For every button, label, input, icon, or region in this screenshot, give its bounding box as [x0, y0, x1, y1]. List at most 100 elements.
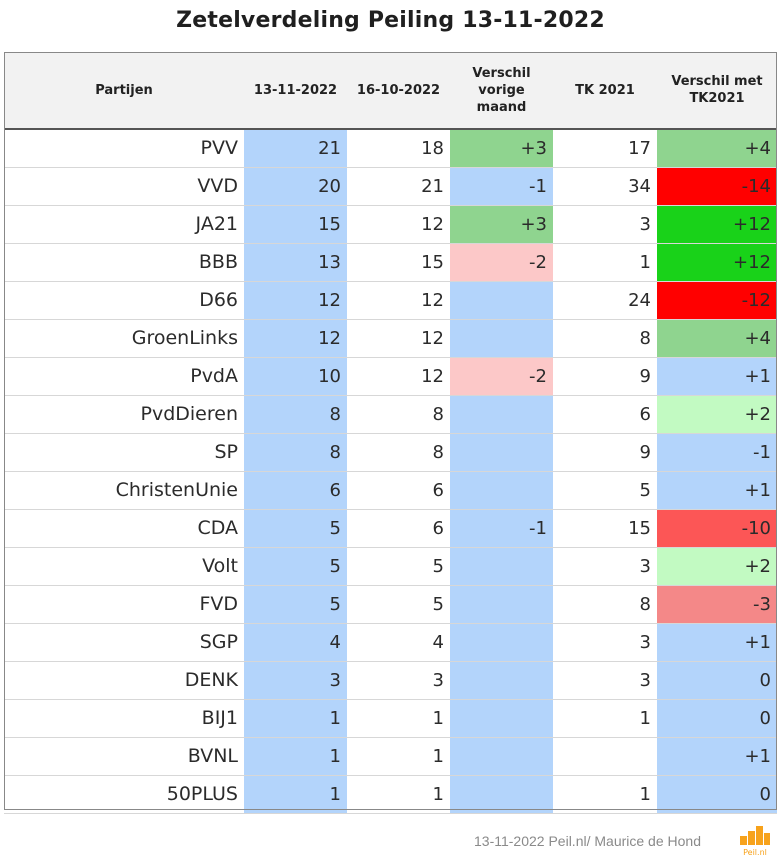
diff-tk-2021: +1 [657, 357, 777, 396]
diff-previous-month: -2 [450, 243, 553, 282]
table-row: JA21 15 12 +3 3 +12 [4, 205, 777, 244]
seats-13-11-2022: 5 [244, 509, 347, 548]
header-verschil-met-tk2021: Verschil met TK2021 [657, 52, 777, 130]
seats-13-11-2022: 12 [244, 281, 347, 320]
table-row: 50PLUS 1 1 1 0 [4, 775, 777, 814]
seats-16-10-2022: 12 [347, 205, 450, 244]
table-row: SGP 4 4 3 +1 [4, 623, 777, 662]
seats-16-10-2022: 5 [347, 585, 450, 624]
diff-previous-month [450, 395, 553, 434]
table-row: BBB 13 15 -2 1 +12 [4, 243, 777, 282]
seats-13-11-2022: 4 [244, 623, 347, 662]
header-16-10-2022: 16-10-2022 [347, 52, 450, 130]
seats-16-10-2022: 5 [347, 547, 450, 586]
header-13-11-2022: 13-11-2022 [244, 52, 347, 130]
seats-13-11-2022: 8 [244, 433, 347, 472]
party-name: PVV [4, 129, 244, 168]
diff-tk-2021: -14 [657, 167, 777, 206]
seats-tk-2021: 8 [553, 319, 657, 358]
seats-13-11-2022: 1 [244, 699, 347, 738]
diff-previous-month [450, 281, 553, 320]
party-name: VVD [4, 167, 244, 206]
seats-13-11-2022: 1 [244, 737, 347, 776]
party-name: JA21 [4, 205, 244, 244]
seats-tk-2021: 3 [553, 623, 657, 662]
diff-tk-2021: -3 [657, 585, 777, 624]
table-row: GroenLinks 12 12 8 +4 [4, 319, 777, 358]
seats-tk-2021: 3 [553, 205, 657, 244]
diff-previous-month [450, 471, 553, 510]
table-header-row: Partijen 13-11-2022 16-10-2022 Verschil … [4, 52, 777, 130]
party-name: D66 [4, 281, 244, 320]
diff-tk-2021: -12 [657, 281, 777, 320]
seats-16-10-2022: 8 [347, 395, 450, 434]
party-name: Volt [4, 547, 244, 586]
seats-13-11-2022: 5 [244, 585, 347, 624]
table-row: PvdA 10 12 -2 9 +1 [4, 357, 777, 396]
party-name: 50PLUS [4, 775, 244, 814]
table-row: DENK 3 3 3 0 [4, 661, 777, 700]
party-name: BVNL [4, 737, 244, 776]
seats-tk-2021: 34 [553, 167, 657, 206]
diff-tk-2021: +1 [657, 623, 777, 662]
diff-previous-month [450, 699, 553, 738]
diff-previous-month: -2 [450, 357, 553, 396]
seats-13-11-2022: 20 [244, 167, 347, 206]
diff-tk-2021: 0 [657, 661, 777, 700]
seats-13-11-2022: 15 [244, 205, 347, 244]
peil-logo-icon: Peil.nl [740, 826, 770, 857]
seats-tk-2021: 1 [553, 699, 657, 738]
table-row: CDA 5 6 -1 15 -10 [4, 509, 777, 548]
seats-tk-2021 [553, 737, 657, 776]
seats-13-11-2022: 12 [244, 319, 347, 358]
table-row: VVD 20 21 -1 34 -14 [4, 167, 777, 206]
seats-13-11-2022: 1 [244, 775, 347, 814]
table-row: BVNL 1 1 +1 [4, 737, 777, 776]
diff-tk-2021: +12 [657, 205, 777, 244]
seats-16-10-2022: 1 [347, 737, 450, 776]
seats-13-11-2022: 5 [244, 547, 347, 586]
table-row: Volt 5 5 3 +2 [4, 547, 777, 586]
seats-tk-2021: 24 [553, 281, 657, 320]
diff-previous-month: -1 [450, 509, 553, 548]
diff-tk-2021: +2 [657, 547, 777, 586]
diff-previous-month: -1 [450, 167, 553, 206]
seats-16-10-2022: 3 [347, 661, 450, 700]
party-name: GroenLinks [4, 319, 244, 358]
diff-tk-2021: -1 [657, 433, 777, 472]
party-name: CDA [4, 509, 244, 548]
seats-tk-2021: 15 [553, 509, 657, 548]
seats-13-11-2022: 13 [244, 243, 347, 282]
seats-16-10-2022: 21 [347, 167, 450, 206]
table-row: D66 12 12 24 -12 [4, 281, 777, 320]
seats-tk-2021: 9 [553, 433, 657, 472]
seats-13-11-2022: 8 [244, 395, 347, 434]
seats-16-10-2022: 12 [347, 357, 450, 396]
table-row: SP 8 8 9 -1 [4, 433, 777, 472]
diff-tk-2021: 0 [657, 775, 777, 814]
source-credit: 13-11-2022 Peil.nl/ Maurice de Hond [474, 833, 701, 849]
diff-previous-month [450, 433, 553, 472]
seats-13-11-2022: 21 [244, 129, 347, 168]
diff-tk-2021: +4 [657, 319, 777, 358]
seats-tk-2021: 1 [553, 775, 657, 814]
diff-tk-2021: +1 [657, 471, 777, 510]
seats-13-11-2022: 3 [244, 661, 347, 700]
seats-tk-2021: 6 [553, 395, 657, 434]
table-row: PvdDieren 8 8 6 +2 [4, 395, 777, 434]
diff-previous-month: +3 [450, 129, 553, 168]
party-name: BIJ1 [4, 699, 244, 738]
party-name: DENK [4, 661, 244, 700]
seats-16-10-2022: 8 [347, 433, 450, 472]
header-tk-2021: TK 2021 [553, 52, 657, 130]
diff-previous-month [450, 661, 553, 700]
seats-16-10-2022: 4 [347, 623, 450, 662]
page-title: Zetelverdeling Peiling 13-11-2022 [176, 8, 605, 33]
diff-previous-month [450, 775, 553, 814]
logo-text: Peil.nl [743, 848, 767, 857]
diff-tk-2021: 0 [657, 699, 777, 738]
party-name: SP [4, 433, 244, 472]
seats-16-10-2022: 15 [347, 243, 450, 282]
seats-16-10-2022: 12 [347, 281, 450, 320]
diff-previous-month [450, 623, 553, 662]
